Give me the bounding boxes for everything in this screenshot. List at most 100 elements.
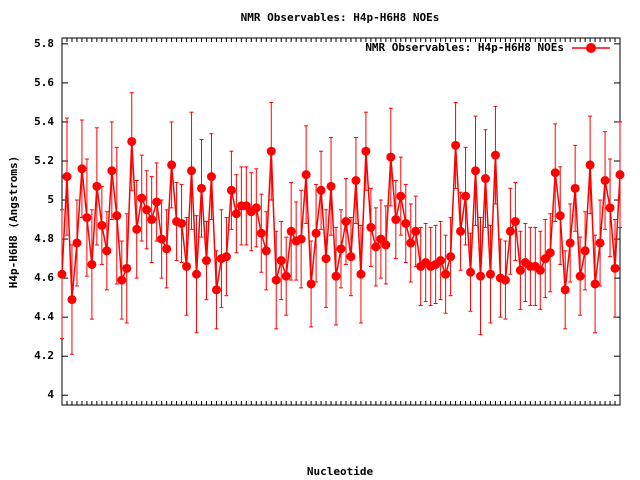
- point: [570, 183, 580, 193]
- point: [480, 174, 490, 184]
- point: [326, 181, 336, 191]
- legend-marker: [586, 43, 596, 53]
- point: [157, 234, 167, 244]
- point: [286, 226, 296, 236]
- point: [485, 269, 495, 279]
- x-axis-label: Nucleotide: [307, 465, 374, 478]
- point: [615, 170, 625, 180]
- point: [371, 242, 381, 252]
- point: [476, 271, 485, 281]
- point: [137, 193, 147, 203]
- point: [515, 265, 525, 275]
- point: [87, 259, 97, 269]
- point: [266, 146, 276, 156]
- point: [152, 197, 162, 207]
- point: [406, 238, 416, 248]
- y-tick-label: 4.8: [34, 232, 54, 245]
- point: [77, 164, 87, 174]
- point: [351, 176, 361, 186]
- point: [401, 218, 411, 228]
- point: [540, 254, 550, 264]
- point: [97, 220, 107, 230]
- point: [132, 224, 142, 234]
- point: [461, 191, 471, 201]
- point: [296, 234, 306, 244]
- y-tick-label: 5: [47, 193, 54, 206]
- point: [441, 269, 451, 279]
- point: [386, 152, 396, 162]
- point: [391, 215, 401, 225]
- point: [466, 267, 476, 277]
- point: [311, 228, 321, 238]
- point: [505, 226, 515, 236]
- point: [451, 140, 461, 150]
- point: [396, 191, 406, 201]
- y-axis-label: H4p-H6H8 (Angstroms): [7, 156, 20, 288]
- point: [376, 234, 386, 244]
- point: [560, 285, 570, 295]
- y-tick-label: 4.4: [34, 310, 54, 323]
- y-tick-label: 5.6: [34, 76, 54, 89]
- y-tick-label: 5.8: [34, 37, 54, 50]
- point: [231, 209, 241, 219]
- point: [301, 170, 311, 180]
- point: [510, 217, 520, 226]
- point: [490, 150, 500, 160]
- point: [446, 252, 456, 262]
- point: [107, 166, 117, 176]
- point: [142, 205, 152, 215]
- point: [57, 269, 67, 279]
- point: [82, 213, 92, 223]
- y-tick-label: 5.4: [34, 115, 54, 128]
- point: [127, 136, 137, 146]
- point: [187, 166, 197, 176]
- point: [192, 269, 202, 279]
- point: [610, 263, 620, 273]
- point: [221, 252, 231, 262]
- point: [555, 211, 565, 221]
- point: [361, 146, 371, 156]
- point: [102, 246, 112, 256]
- point: [585, 160, 595, 170]
- point: [590, 279, 600, 289]
- point: [331, 271, 341, 281]
- point: [167, 160, 177, 170]
- point: [117, 275, 127, 285]
- point: [411, 226, 421, 236]
- y-tick-label: 4.2: [34, 349, 54, 362]
- point: [206, 172, 216, 182]
- point: [226, 185, 236, 195]
- point: [550, 168, 560, 178]
- point: [256, 228, 266, 238]
- point: [545, 248, 555, 258]
- point: [356, 269, 366, 279]
- point: [67, 295, 77, 305]
- point: [366, 222, 376, 232]
- point: [535, 265, 545, 275]
- point: [381, 240, 391, 250]
- point: [271, 275, 281, 285]
- point: [62, 172, 72, 182]
- point: [201, 256, 211, 266]
- point: [600, 176, 610, 186]
- point: [147, 215, 157, 225]
- point: [595, 238, 605, 248]
- point: [321, 254, 331, 264]
- point: [276, 256, 286, 266]
- point: [605, 203, 615, 213]
- y-tick-label: 4: [47, 388, 54, 401]
- point: [471, 166, 481, 176]
- point: [251, 203, 261, 213]
- point: [281, 271, 291, 281]
- point: [92, 181, 102, 191]
- point: [565, 238, 575, 248]
- point: [500, 275, 510, 285]
- point: [261, 246, 271, 256]
- point: [346, 252, 356, 262]
- point: [316, 185, 326, 195]
- chart-title: NMR Observables: H4p-H6H8 NOEs: [241, 11, 440, 24]
- y-tick-label: 4.6: [34, 271, 54, 284]
- y-tick-label: 5.2: [34, 154, 54, 167]
- point: [580, 246, 590, 256]
- point: [456, 226, 466, 236]
